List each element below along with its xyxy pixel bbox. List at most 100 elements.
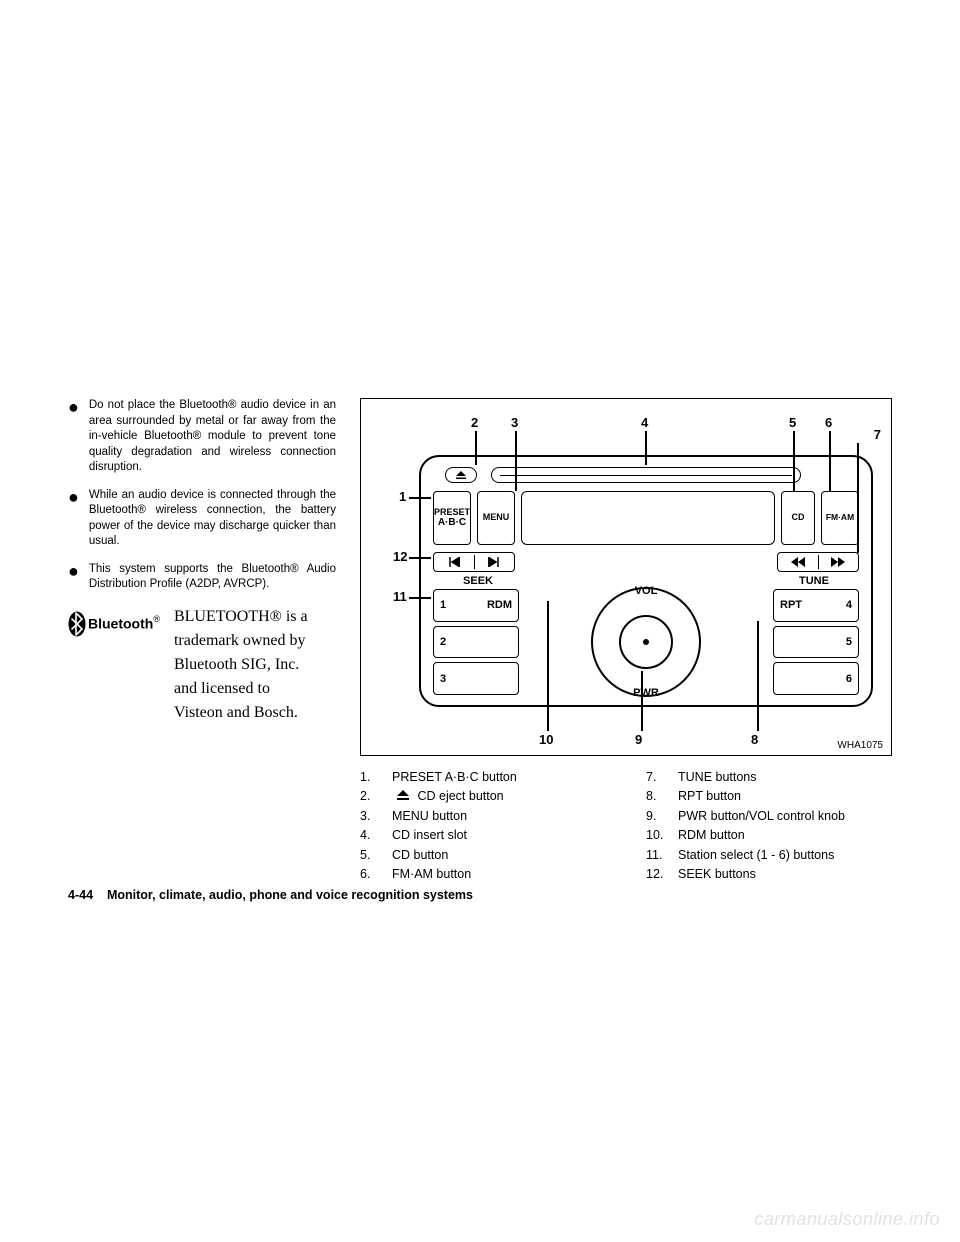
left-column: ● Do not place the Bluetooth® audio devi…: [68, 398, 336, 884]
legend-col-right: 7. TUNE buttons 8. RPT button 9. PWR button/V…: [646, 768, 892, 884]
bullet-text: Do not place the Bluetooth® audio device…: [89, 398, 336, 476]
rpt-label: RPT: [780, 599, 802, 611]
callout-3: 3: [511, 415, 518, 430]
eject-icon: [396, 787, 410, 806]
display-screen: [521, 491, 775, 545]
legend-number: 9.: [646, 807, 668, 826]
radio-diagram-frame: 1 2 3 4 5 6 7 8 9 10 11 12: [360, 398, 892, 756]
bluetooth-logo: Bluetooth®: [68, 611, 160, 637]
preset-label-bottom: A·B·C: [438, 517, 466, 528]
legend-row: 6. FM·AM button: [360, 865, 606, 884]
callout-12: 12: [393, 549, 407, 564]
station-num: 6: [846, 673, 852, 685]
bullet-text: While an audio device is connected throu…: [89, 488, 336, 550]
station-button-2: 2: [433, 626, 519, 659]
legend-text: CD insert slot: [392, 826, 467, 845]
eject-button: [445, 467, 477, 483]
bullet-item: ● While an audio device is connected thr…: [68, 488, 336, 550]
page-footer: 4-44 Monitor, climate, audio, phone and …: [68, 888, 473, 902]
legend-row: 4. CD insert slot: [360, 826, 606, 845]
callout-6: 6: [825, 415, 832, 430]
trademark-line: BLUETOOTH® is a: [174, 605, 308, 629]
station-button-3: 3: [433, 662, 519, 695]
trademark-line: Visteon and Bosch.: [174, 701, 308, 725]
cd-insert-slot: [491, 467, 801, 483]
bottom-zone: 1 RDM 2 3 VOL: [433, 589, 859, 695]
rdm-label: RDM: [487, 599, 512, 611]
legend-number: 6.: [360, 865, 382, 884]
radio-body: PRESET A·B·C MENU CD FM·AM: [419, 455, 873, 707]
legend-number: 7.: [646, 768, 668, 787]
seek-tune-row: [433, 549, 859, 575]
bullet-dot-icon: ●: [68, 562, 79, 593]
station-num: 4: [846, 599, 852, 611]
station-button-4: RPT 4: [773, 589, 859, 622]
section-title: Monitor, climate, audio, phone and voice…: [107, 888, 473, 902]
legend-row: 3.MENU button: [360, 807, 606, 826]
legend-text: PWR button/VOL control knob: [678, 807, 845, 826]
vol-knob-inner: [619, 615, 673, 669]
legend-text: TUNE buttons: [678, 768, 757, 787]
page-content: ● Do not place the Bluetooth® audio devi…: [0, 0, 960, 884]
watermark: carmanualsonline.info: [754, 1209, 940, 1230]
legend-number: 3.: [360, 807, 382, 826]
legend-row: 1.PRESET A·B·C button: [360, 768, 606, 787]
station-button-5: 5: [773, 626, 859, 659]
tune-buttons: [777, 552, 859, 572]
tune-label: TUNE: [769, 575, 859, 587]
bluetooth-icon: [68, 611, 86, 637]
legend-row: 10. RDM button: [646, 826, 892, 845]
fm-am-button: FM·AM: [821, 491, 859, 545]
registered-mark: ®: [153, 614, 160, 624]
tune-ff-icon: [818, 553, 858, 571]
callout-11: 11: [393, 589, 407, 604]
bullet-item: ● This system supports the Bluetooth® Au…: [68, 562, 336, 593]
legend-text: FM·AM button: [392, 865, 471, 884]
legend-row: 7. TUNE buttons: [646, 768, 892, 787]
pwr-label: PWR: [529, 687, 763, 699]
menu-button: MENU: [477, 491, 515, 545]
callout-7: 7: [874, 427, 881, 442]
left-button-stack: 1 RDM 2 3: [433, 589, 519, 695]
legend-text: CD button: [392, 846, 448, 865]
callout-10: 10: [539, 732, 553, 747]
legend-text: SEEK buttons: [678, 865, 756, 884]
tune-rew-icon: [778, 553, 818, 571]
station-num: 5: [846, 636, 852, 648]
legend-number: 8.: [646, 787, 668, 806]
legend-row: 9. PWR button/VOL control knob: [646, 807, 892, 826]
legend-row: 12.SEEK buttons: [646, 865, 892, 884]
legend-text: RPT button: [678, 787, 741, 806]
legend-text: CD eject button: [392, 787, 504, 806]
station-button-6: 6: [773, 662, 859, 695]
legend-text: PRESET A·B·C button: [392, 768, 517, 787]
legend: 1.PRESET A·B·C button2. CD eject button3…: [360, 768, 892, 884]
trademark-text: BLUETOOTH® is a trademark owned by Bluet…: [174, 605, 308, 725]
bullet-item: ● Do not place the Bluetooth® audio devi…: [68, 398, 336, 476]
legend-number: 4.: [360, 826, 382, 845]
legend-number: 11.: [646, 846, 668, 865]
legend-text: Station select (1 - 6) buttons: [678, 846, 834, 865]
legend-row: 8. RPT button: [646, 787, 892, 806]
trademark-line: trademark owned by: [174, 629, 308, 653]
legend-number: 5.: [360, 846, 382, 865]
station-button-1: 1 RDM: [433, 589, 519, 622]
radio-diagram: 1 2 3 4 5 6 7 8 9 10 11 12: [371, 411, 881, 751]
legend-number: 10.: [646, 826, 668, 845]
station-num: 2: [440, 636, 446, 648]
station-num: 3: [440, 673, 446, 685]
eject-icon: [456, 471, 466, 479]
seek-prev-icon: [434, 553, 474, 571]
bullet-dot-icon: ●: [68, 398, 79, 476]
callout-4: 4: [641, 415, 648, 430]
vol-knob-outer: [591, 587, 701, 697]
legend-text: RDM button: [678, 826, 745, 845]
legend-number: 2.: [360, 787, 382, 806]
knob-dot-icon: [643, 639, 649, 645]
legend-row: 11. Station select (1 - 6) buttons: [646, 846, 892, 865]
right-column: 1 2 3 4 5 6 7 8 9 10 11 12: [360, 398, 892, 884]
callout-8: 8: [751, 732, 758, 747]
callout-9: 9: [635, 732, 642, 747]
trademark-line: Bluetooth SIG, Inc.: [174, 653, 308, 677]
seek-label: SEEK: [433, 575, 523, 587]
